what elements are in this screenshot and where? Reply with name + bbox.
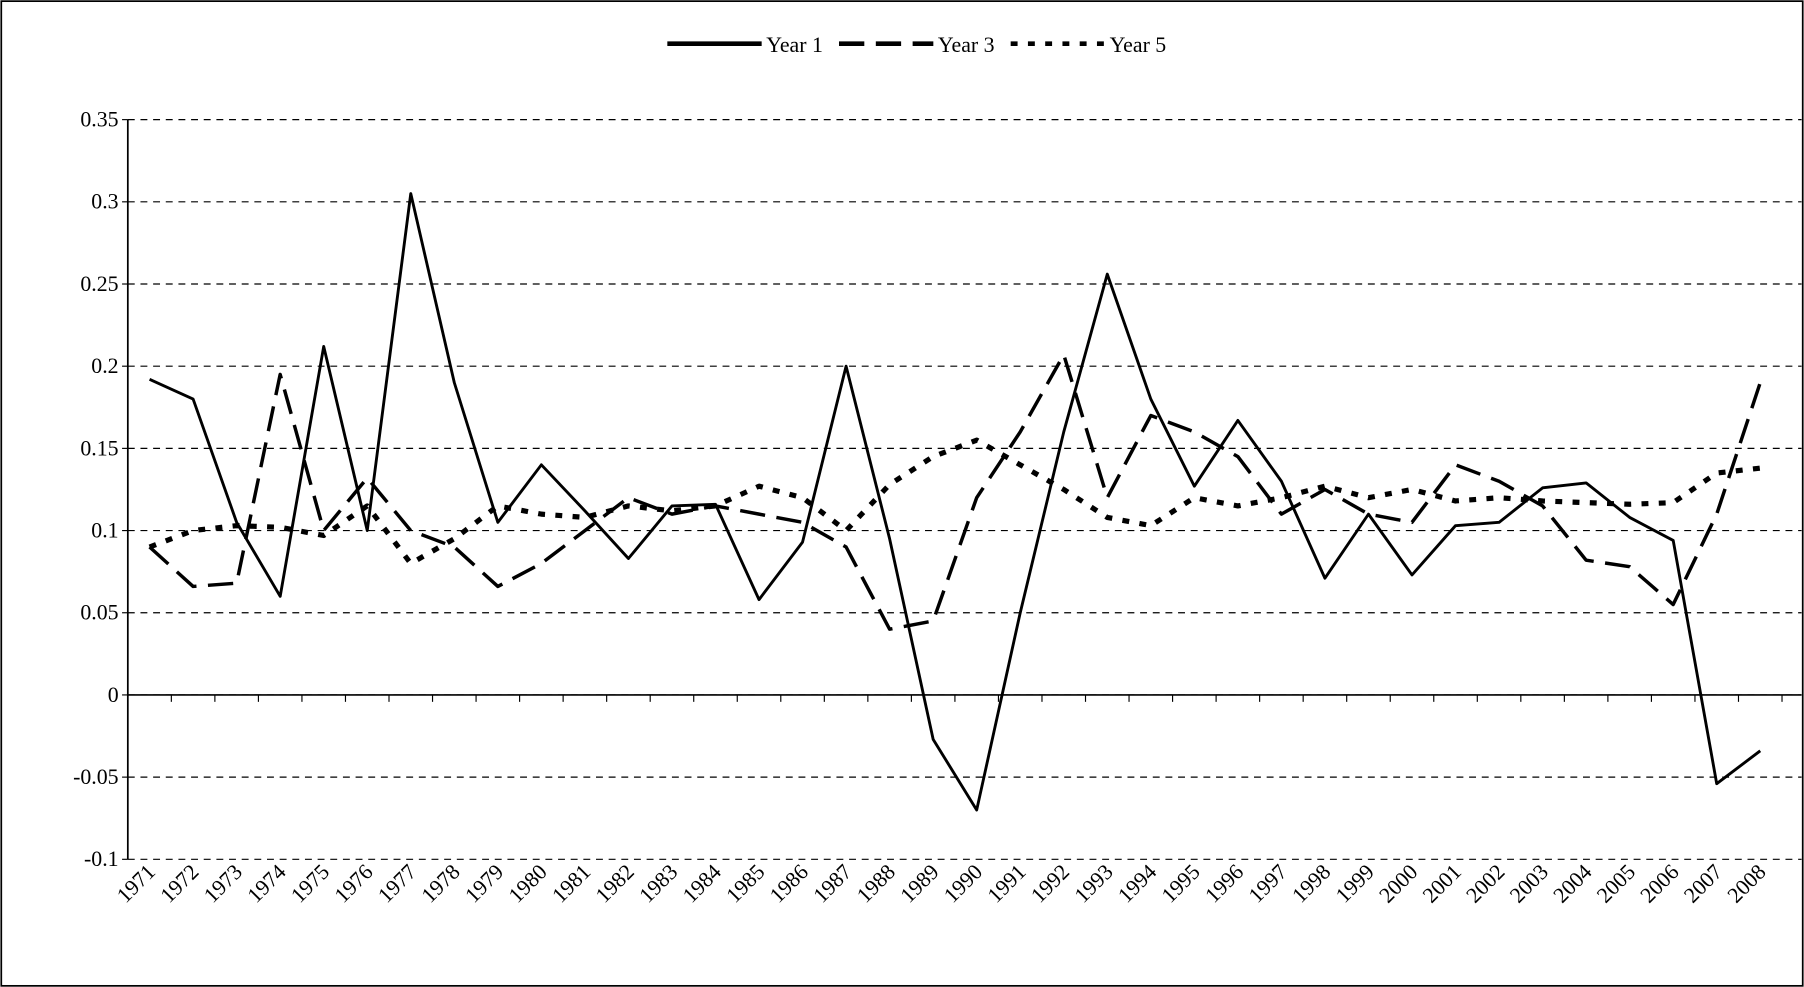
x-tick-label: 2006 (1636, 860, 1684, 908)
x-tick-label: 1988 (852, 860, 900, 908)
y-tick-label: 0.25 (80, 272, 118, 296)
line-series (148, 192, 1762, 812)
x-tick-label: 1998 (1288, 860, 1336, 908)
x-tick-label: 1990 (939, 860, 987, 908)
x-tick-label: 1976 (330, 860, 378, 908)
x-tick-label: 1977 (373, 860, 421, 908)
x-tick-label: 1973 (199, 860, 247, 908)
x-tick-label: 2000 (1375, 860, 1423, 908)
x-tick-label: 1986 (765, 860, 813, 908)
line-series (148, 352, 1762, 631)
x-tick-label: 1994 (1113, 860, 1161, 908)
y-tick-label: 0.2 (91, 354, 118, 378)
y-tick-label: 0.15 (80, 436, 118, 460)
x-tick-label: 1989 (896, 860, 944, 908)
x-tick-label: 1999 (1331, 860, 1379, 908)
x-tick-label: 1985 (722, 860, 770, 908)
x-tick-label: 1992 (1026, 860, 1074, 908)
x-tick-label: 1987 (809, 860, 857, 908)
legend-label: Year 3 (938, 33, 995, 57)
y-tick-label: 0 (108, 683, 119, 707)
y-tick-label: 0.05 (80, 601, 118, 625)
x-tick-label: 1993 (1070, 860, 1118, 908)
y-tick-label: 0.3 (91, 190, 118, 214)
x-tick-label: 1971 (112, 860, 160, 908)
x-tick-label: 1997 (1244, 860, 1292, 908)
legend-label: Year 1 (766, 33, 823, 57)
x-tick-label: 1972 (156, 860, 204, 908)
x-tick-label: 2007 (1679, 860, 1727, 908)
x-tick-label: 1978 (417, 860, 465, 908)
x-tick-label: 2004 (1549, 860, 1597, 908)
x-tick-label: 2003 (1505, 860, 1553, 908)
x-tick-label: 1982 (591, 860, 639, 908)
x-tick-label: 2008 (1723, 860, 1771, 908)
x-tick-label: 1980 (504, 860, 552, 908)
x-tick-label: 1996 (1200, 860, 1248, 908)
legend-label: Year 5 (1110, 33, 1167, 57)
x-tick-label: 2002 (1462, 860, 1510, 908)
x-tick-label: 2001 (1418, 860, 1466, 908)
x-tick-label: 1979 (460, 860, 508, 908)
x-tick-label: 1984 (678, 860, 726, 908)
x-tick-label: 1983 (635, 860, 683, 908)
y-tick-label: -0.1 (84, 847, 119, 871)
x-tick-label: 1995 (1157, 860, 1205, 908)
line-series (148, 437, 1761, 567)
x-tick-label: 1981 (547, 860, 595, 908)
y-tick-label: -0.05 (73, 765, 119, 789)
x-tick-label: 1991 (983, 860, 1031, 908)
y-tick-label: 0.35 (80, 108, 118, 132)
y-tick-label: 0.1 (91, 518, 118, 542)
x-tick-label: 1974 (243, 860, 291, 908)
x-tick-label: 2005 (1592, 860, 1640, 908)
x-tick-label: 1975 (286, 860, 334, 908)
